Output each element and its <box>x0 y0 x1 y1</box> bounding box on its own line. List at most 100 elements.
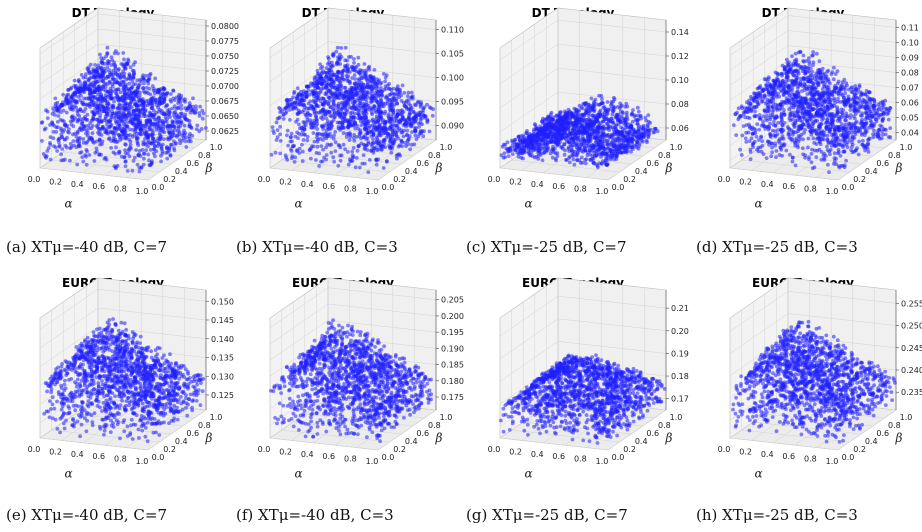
scatter-point <box>123 101 128 106</box>
scatter-point <box>303 133 307 137</box>
scatter-point <box>111 150 116 155</box>
scatter-point <box>399 99 404 103</box>
scatter-point <box>107 93 112 98</box>
scatter-point <box>89 82 94 87</box>
scatter-point <box>563 125 568 129</box>
scatter-point <box>800 146 805 151</box>
scatter-point <box>104 111 109 116</box>
scatter-point <box>530 139 534 144</box>
scatter-point <box>343 90 348 95</box>
scatter-point <box>171 120 176 124</box>
scatter-point <box>326 95 331 100</box>
scatter-point <box>135 78 140 83</box>
scatter-point <box>809 160 814 165</box>
y-axis-label: β <box>665 161 673 175</box>
scatter-point <box>159 147 164 151</box>
scatter-point <box>157 142 161 147</box>
x-tick-label: 0.4 <box>301 180 314 189</box>
scatter-point <box>567 156 571 160</box>
scatter-point <box>387 112 391 117</box>
scatter-point <box>115 95 120 99</box>
grid-line <box>729 15 897 56</box>
scatter-point <box>298 102 303 107</box>
scatter-point <box>651 130 656 135</box>
scatter-point <box>610 149 615 154</box>
scatter-point <box>352 61 356 65</box>
scatter-point <box>590 125 595 129</box>
scatter-point <box>548 138 553 143</box>
scatter-point <box>376 105 381 110</box>
scatter-point <box>171 96 176 101</box>
scatter-point <box>403 140 408 145</box>
scatter-point <box>572 162 577 167</box>
scatter-point <box>587 113 591 118</box>
scatter-point <box>99 152 103 157</box>
scatter-point <box>631 108 635 112</box>
scatter-point <box>371 141 376 146</box>
scatter-point <box>413 119 418 123</box>
scatter-point <box>739 153 744 157</box>
scatter-point <box>83 75 88 80</box>
scatter-point <box>364 111 369 116</box>
scatter-point <box>639 138 644 143</box>
scatter-point <box>364 128 369 132</box>
scatter-point <box>114 91 118 96</box>
scatter-point <box>60 104 64 108</box>
scatter-point <box>97 132 102 137</box>
grid-line <box>269 17 437 58</box>
scatter-point <box>590 129 595 134</box>
scatter-point <box>319 144 324 149</box>
scatter-point <box>98 65 103 70</box>
scatter-point <box>619 150 624 155</box>
scatter-point <box>605 121 609 126</box>
scatter-point <box>317 80 322 85</box>
scatter-point <box>360 161 365 166</box>
scatter-point <box>290 154 295 159</box>
scatter-point <box>397 95 402 100</box>
x-tick-label: 0.0 <box>28 175 41 184</box>
scatter-point <box>599 145 603 150</box>
grid-line <box>39 58 207 100</box>
grid-line <box>499 67 667 109</box>
scatter3d-plot: DT Topology0.00.20.40.60.81.0α0.00.20.40… <box>258 6 464 210</box>
scatter-point <box>533 138 537 142</box>
scatter-point <box>324 92 329 96</box>
scatter-point <box>292 160 297 164</box>
x-axis-label: α <box>295 196 303 210</box>
scatter-point <box>361 101 366 106</box>
scatter-point <box>75 119 80 124</box>
scatter-point <box>109 88 113 93</box>
scatter-point <box>130 68 135 73</box>
scatter-point <box>372 80 377 84</box>
scatter-point <box>408 147 413 152</box>
scatter-point <box>134 136 139 141</box>
scatter-point <box>105 51 110 56</box>
scatter-point <box>112 126 117 131</box>
scatter-point <box>194 104 198 109</box>
scatter-point <box>320 96 324 101</box>
scatter-point <box>85 133 90 138</box>
scatter-point <box>600 119 605 124</box>
scatter-point <box>618 106 622 111</box>
scatter-point <box>592 122 597 126</box>
scatter-point <box>358 68 362 72</box>
scatter-point <box>384 86 388 91</box>
scatter-point <box>125 151 130 156</box>
scatter-point <box>351 136 356 140</box>
scatter-point <box>154 127 159 132</box>
scatter-point <box>292 143 296 148</box>
scatter-point <box>129 86 134 91</box>
scatter-point <box>384 159 389 164</box>
scatter-point <box>351 146 356 150</box>
z-tick-label: 0.0775 <box>211 37 239 46</box>
scatter-point <box>315 144 320 149</box>
scatter-point <box>394 134 399 139</box>
scatter-point <box>563 136 568 141</box>
scatter-point <box>638 114 643 119</box>
scatter-point <box>311 92 316 97</box>
scatter-point <box>587 132 592 137</box>
scatter-point <box>162 86 166 91</box>
scatter-point <box>110 109 114 114</box>
scatter-point <box>310 144 314 149</box>
scatter-point <box>147 86 152 91</box>
